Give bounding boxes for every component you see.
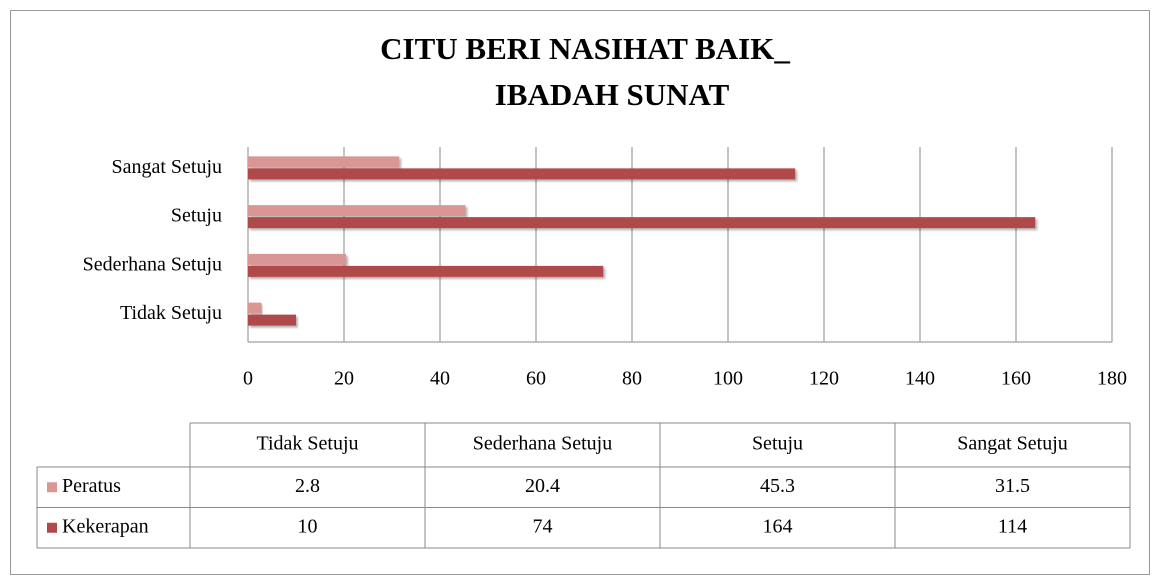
table-cell: 45.3 [760,475,795,497]
table-cell: 114 [998,515,1027,537]
bar [248,253,346,265]
y-tick-label: Sangat Setuju [111,156,222,178]
bar [248,314,296,326]
table-header: Sederhana Setuju [473,433,612,455]
table-cell: 2.8 [295,475,320,497]
x-tick-label: 180 [1097,368,1127,390]
x-tick-label: 40 [430,368,450,390]
x-tick-label: 20 [334,368,354,390]
chart-border [10,10,1150,575]
bar [248,302,262,314]
table-cell: 164 [763,515,793,537]
y-tick-label: Sederhana Setuju [83,253,222,275]
chart-title: CITU BERI NASIHAT BAIK_ [380,31,790,66]
x-tick-label: 80 [622,368,642,390]
y-tick-label: Setuju [171,205,222,227]
table-cell: 31.5 [995,475,1030,497]
table-cell: 20.4 [525,475,560,497]
x-tick-label: 120 [809,368,839,390]
bar [248,217,1036,229]
legend-key [47,522,57,533]
table-cell: 10 [298,515,318,537]
x-tick-label: 160 [1001,368,1031,390]
bar [248,265,604,277]
table-header: Tidak Setuju [256,433,358,455]
legend-label: Peratus [62,475,121,497]
bar [248,168,796,180]
legend-label: Kekerapan [62,515,149,537]
x-tick-label: 60 [526,368,546,390]
table-header: Sangat Setuju [957,433,1068,455]
chart-title: IBADAH SUNAT [495,77,730,112]
table-header: Setuju [752,433,803,455]
y-tick-label: Tidak Setuju [120,302,222,324]
bar [248,156,400,168]
table-cell: 74 [533,515,553,537]
x-tick-label: 100 [713,368,743,390]
x-tick-label: 0 [243,368,253,390]
legend-key [47,482,57,493]
x-tick-label: 140 [905,368,935,390]
bar [248,205,466,217]
